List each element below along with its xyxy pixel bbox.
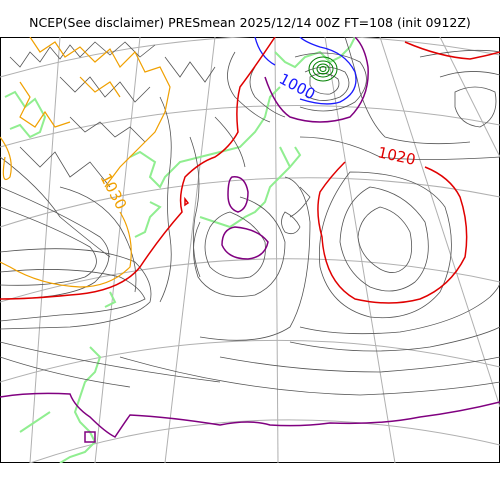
low-center <box>308 56 338 82</box>
pressure-map: 1000 1020 1030 <box>0 37 500 463</box>
contour-1010 <box>0 37 500 443</box>
contour-1020 <box>0 37 500 304</box>
isobars <box>0 37 500 396</box>
contour-1000 <box>254 37 357 105</box>
graticule <box>0 37 500 463</box>
map-frame <box>0 37 500 463</box>
contour-1030 <box>0 37 171 288</box>
map-title: NCEP(See disclaimer) PRESmean 2025/12/14… <box>29 15 471 30</box>
